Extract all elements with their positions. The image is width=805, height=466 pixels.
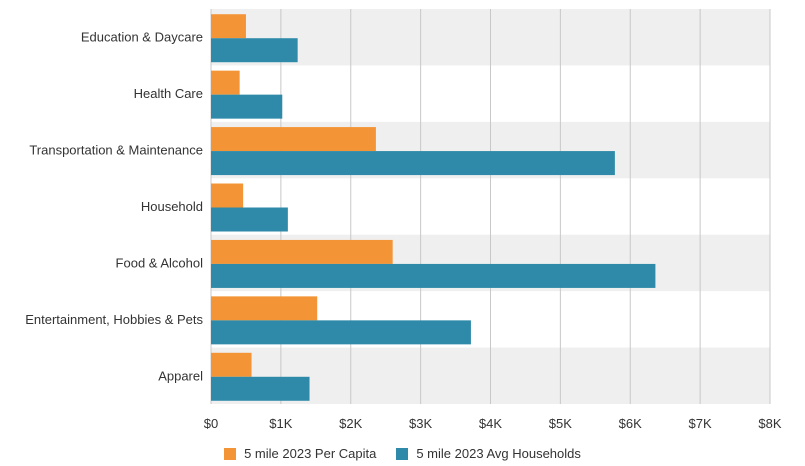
x-tick-label: $0 xyxy=(204,416,218,431)
category-label: Entertainment, Hobbies & Pets xyxy=(25,312,203,327)
category-label: Transportation & Maintenance xyxy=(29,143,203,158)
x-tick-label: $5K xyxy=(549,416,572,431)
x-tick-labels: $0 $1K $2K $3K $4K $5K $6K $7K $8K xyxy=(204,416,782,431)
bar-chart: Education & Daycare Health Care Transporta… xyxy=(25,9,782,431)
bar-5-mile-2023-avg-households-food-alcohol[interactable] xyxy=(211,263,656,288)
x-tick-label: $4K xyxy=(479,416,502,431)
bar-5-mile-2023-avg-households-transportation-maintenance[interactable] xyxy=(211,151,615,176)
x-tick-label: $3K xyxy=(409,416,432,431)
bar-5-mile-2023-avg-households-health-care[interactable] xyxy=(211,94,283,119)
category-label: Education & Daycare xyxy=(81,30,203,45)
legend-item-avg-households[interactable]: 5 mile 2023 Avg Households xyxy=(396,446,581,461)
legend: 5 mile 2023 Per Capita 5 mile 2023 Avg H… xyxy=(0,446,805,461)
bar-5-mile-2023-per-capita-food-alcohol[interactable] xyxy=(211,239,393,264)
bar-5-mile-2023-avg-households-apparel[interactable] xyxy=(211,376,310,401)
category-label: Household xyxy=(141,199,203,214)
category-labels: Education & Daycare Health Care Transporta… xyxy=(25,30,203,384)
legend-label-avg-households: 5 mile 2023 Avg Households xyxy=(416,446,581,461)
x-tick-label: $8K xyxy=(758,416,781,431)
bar-5-mile-2023-per-capita-household[interactable] xyxy=(211,183,244,208)
category-label: Health Care xyxy=(134,86,203,101)
bar-5-mile-2023-per-capita-entertainment-hobbies-pets[interactable] xyxy=(211,296,318,321)
x-tick-label: $6K xyxy=(619,416,642,431)
bar-5-mile-2023-avg-households-entertainment-hobbies-pets[interactable] xyxy=(211,320,471,345)
legend-swatch-per-capita xyxy=(224,447,237,460)
bar-5-mile-2023-avg-households-education-daycare[interactable] xyxy=(211,38,298,63)
legend-label-per-capita: 5 mile 2023 Per Capita xyxy=(244,446,377,461)
x-tick-label: $7K xyxy=(689,416,712,431)
bar-5-mile-2023-per-capita-apparel[interactable] xyxy=(211,352,252,377)
bar-5-mile-2023-per-capita-health-care[interactable] xyxy=(211,70,240,95)
legend-item-per-capita[interactable]: 5 mile 2023 Per Capita xyxy=(224,446,376,461)
x-gridlines xyxy=(210,9,771,404)
bar-5-mile-2023-avg-households-household[interactable] xyxy=(211,207,288,232)
category-label: Apparel xyxy=(158,368,203,383)
category-label: Food & Alcohol xyxy=(116,255,204,270)
x-tick-label: $1K xyxy=(269,416,292,431)
legend-swatch-avg-households xyxy=(396,447,409,460)
bars xyxy=(211,14,656,401)
bar-5-mile-2023-per-capita-transportation-maintenance[interactable] xyxy=(211,127,376,152)
bar-5-mile-2023-per-capita-education-daycare[interactable] xyxy=(211,14,246,39)
x-tick-label: $2K xyxy=(339,416,362,431)
